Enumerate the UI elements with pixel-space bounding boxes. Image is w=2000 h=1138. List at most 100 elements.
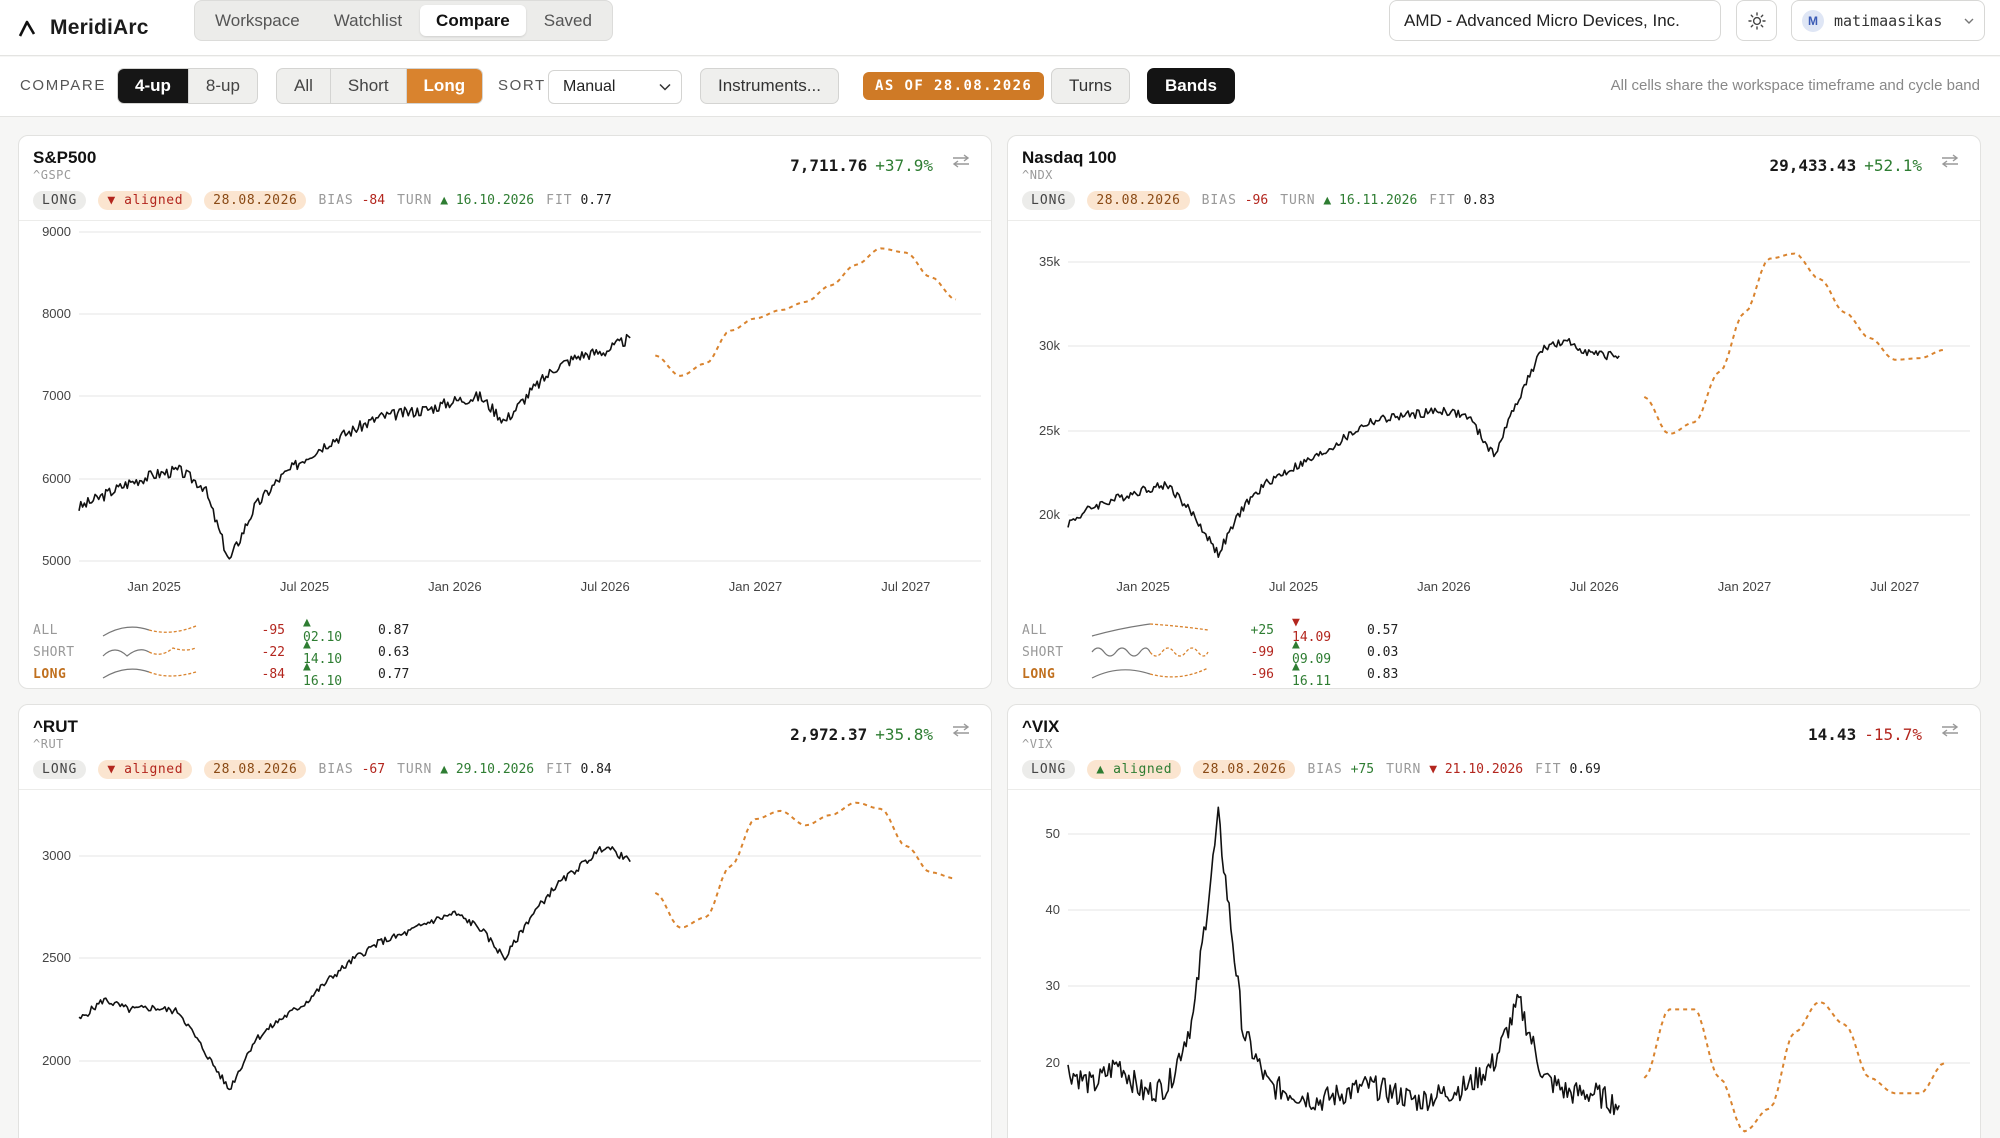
band-row-long[interactable]: LONG -84 ▲ 16.10 0.77 [33, 659, 409, 688]
brand[interactable]: MeridiArc [18, 8, 149, 48]
divider [1008, 220, 1980, 221]
app-name: MeridiArc [50, 16, 149, 39]
cell-meta: LONG ▼ aligned 28.08.2026 BIAS -84 TURN … [33, 190, 612, 210]
swap-arrows-icon[interactable] [1940, 154, 1960, 168]
divider [19, 220, 991, 221]
y-tick-label: 10 [1046, 1131, 1060, 1133]
swap-arrows-icon[interactable] [1940, 723, 1960, 737]
bands-button[interactable]: Bands [1147, 68, 1235, 104]
price-change: +37.9% [875, 156, 933, 175]
y-tick-label: 25k [1039, 423, 1060, 438]
cell-price: 2,972.37 +35.8% [790, 725, 933, 744]
layout-4up-button[interactable]: 4-up [118, 69, 188, 103]
band-name: SHORT [33, 644, 75, 660]
swap-arrows-icon[interactable] [951, 723, 971, 737]
cell-meta: LONG 28.08.2026 BIAS -96 TURN ▲ 16.11.20… [1022, 190, 1495, 210]
date-badge: 28.08.2026 [204, 759, 307, 779]
band-row-long[interactable]: LONG -96 ▲ 16.11 0.83 [1022, 659, 1398, 688]
band-sparkline [1091, 647, 1209, 657]
band-sparkline [1091, 623, 1209, 637]
x-tick-label: Jul 2025 [1269, 579, 1318, 594]
band-sparkline [1091, 667, 1209, 679]
chart-cell-rut[interactable]: ^RUT ^RUT 2,972.37 +35.8% LONG ▼ aligned … [18, 704, 992, 1138]
fit-value: 0.83 [1463, 192, 1495, 208]
price-chart[interactable]: 3000 2500 2000 [19, 793, 992, 1133]
aligned-badge: ▼ aligned [98, 190, 193, 210]
fit-key: FIT [546, 192, 573, 208]
tab-saved[interactable]: Saved [543, 11, 592, 30]
mode-badge: LONG [33, 190, 87, 210]
chart-cell-ndx[interactable]: Nasdaq 100 ^NDX 29,433.43 +52.1% LONG 28.… [1007, 135, 1981, 689]
price-change: -15.7% [1864, 725, 1922, 744]
theme-toggle-button[interactable] [1736, 0, 1777, 41]
bias-key: BIAS [1201, 192, 1237, 208]
turn-key: TURN [1280, 192, 1316, 208]
y-tick-label: 30k [1039, 338, 1060, 353]
price-chart[interactable]: 50 40 30 20 10 [1008, 793, 1981, 1133]
band-turn: ▲ 16.11 [1292, 659, 1332, 689]
filter-long-button[interactable]: Long [405, 69, 483, 103]
turn-key: TURN [397, 761, 433, 777]
cell-meta: LONG ▲ aligned 28.08.2026 BIAS +75 TURN … [1022, 759, 1601, 779]
price-value: 2,972.37 [790, 725, 868, 744]
band-row-short[interactable]: SHORT -22 ▲ 14.10 0.63 [33, 637, 409, 667]
turns-button[interactable]: Turns [1051, 68, 1130, 104]
y-tick-label: 20 [1046, 1055, 1060, 1070]
band-row-all[interactable]: ALL +25 ▼ 14.09 0.57 [1022, 615, 1398, 645]
band-fit: 0.63 [378, 644, 410, 660]
instruments-button[interactable]: Instruments... [700, 68, 839, 104]
price-change: +52.1% [1864, 156, 1922, 175]
tab-compare[interactable]: Compare [420, 5, 526, 36]
divider [1008, 789, 1980, 790]
price-chart[interactable]: 9000 8000 7000 6000 5000 Jan 2025 Jul 2025 Jan … [19, 224, 992, 614]
swap-arrows-icon[interactable] [951, 154, 971, 168]
band-fit: 0.87 [378, 622, 410, 638]
price-chart[interactable]: 35k 30k 25k 20k Jan 2025 Jul 2025 Jan 2026 Jul … [1008, 224, 1981, 614]
aligned-badge: ▲ aligned [1087, 759, 1182, 779]
sort-value: Manual [563, 78, 616, 95]
sun-icon [1747, 11, 1766, 30]
band-fit: 0.57 [1367, 622, 1399, 638]
band-turn: ▼ 14.09 [1292, 615, 1332, 645]
user-menu-button[interactable]: M matimaasikas [1791, 0, 1985, 41]
mode-badge: LONG [33, 759, 87, 779]
turn-value: ▲ 16.10.2026 [440, 192, 535, 208]
mode-badge: LONG [1022, 759, 1076, 779]
band-row-all[interactable]: ALL -95 ▲ 02.10 0.87 [33, 615, 409, 645]
x-tick-label: Jan 2025 [1116, 579, 1170, 594]
cell-ticker: ^VIX [1022, 737, 1053, 751]
avatar: M [1802, 9, 1824, 32]
arc-logo-icon [18, 20, 36, 37]
y-tick-label: 3000 [42, 848, 71, 863]
forecast-line [654, 247, 957, 377]
cell-title: S&P500 [33, 148, 97, 167]
band-turn: ▲ 14.10 [303, 637, 343, 667]
band-name: LONG [1022, 666, 1056, 682]
band-name: ALL [1022, 622, 1047, 638]
bias-key: BIAS [318, 192, 354, 208]
chart-cell-vix[interactable]: ^VIX ^VIX 14.43 -15.7% LONG ▲ aligned 28.… [1007, 704, 1981, 1138]
price-line [1067, 806, 1620, 1116]
turn-key: TURN [1386, 761, 1422, 777]
tab-workspace[interactable]: Workspace [215, 11, 300, 30]
filter-short-button[interactable]: Short [329, 69, 406, 103]
user-name: matimaasikas [1834, 11, 1943, 30]
band-name: ALL [33, 622, 58, 638]
tab-watchlist[interactable]: Watchlist [333, 11, 403, 30]
symbol-search-input[interactable]: AMD - Advanced Micro Devices, Inc. [1389, 0, 1721, 41]
layout-8up-button[interactable]: 8-up [187, 69, 257, 103]
sort-select[interactable]: Manual [548, 70, 682, 104]
y-tick-label: 2500 [42, 950, 71, 965]
fit-key: FIT [1429, 192, 1456, 208]
band-filter: All Short Long [276, 68, 484, 104]
filter-all-button[interactable]: All [294, 76, 313, 95]
band-row-short[interactable]: SHORT -99 ▲ 09.09 0.03 [1022, 637, 1398, 667]
y-tick-label: 5000 [42, 553, 71, 568]
band-turn: ▲ 09.09 [1292, 637, 1332, 667]
fit-key: FIT [546, 761, 573, 777]
forecast-line [654, 801, 956, 929]
as-of-badge[interactable]: AS OF 28.08.2026 [863, 72, 1045, 100]
chart-cell-spx[interactable]: S&P500 ^GSPC 7,711.76 +37.9% LONG ▼ align… [18, 135, 992, 689]
aligned-badge: ▼ aligned [98, 759, 193, 779]
fit-value: 0.69 [1569, 761, 1601, 777]
